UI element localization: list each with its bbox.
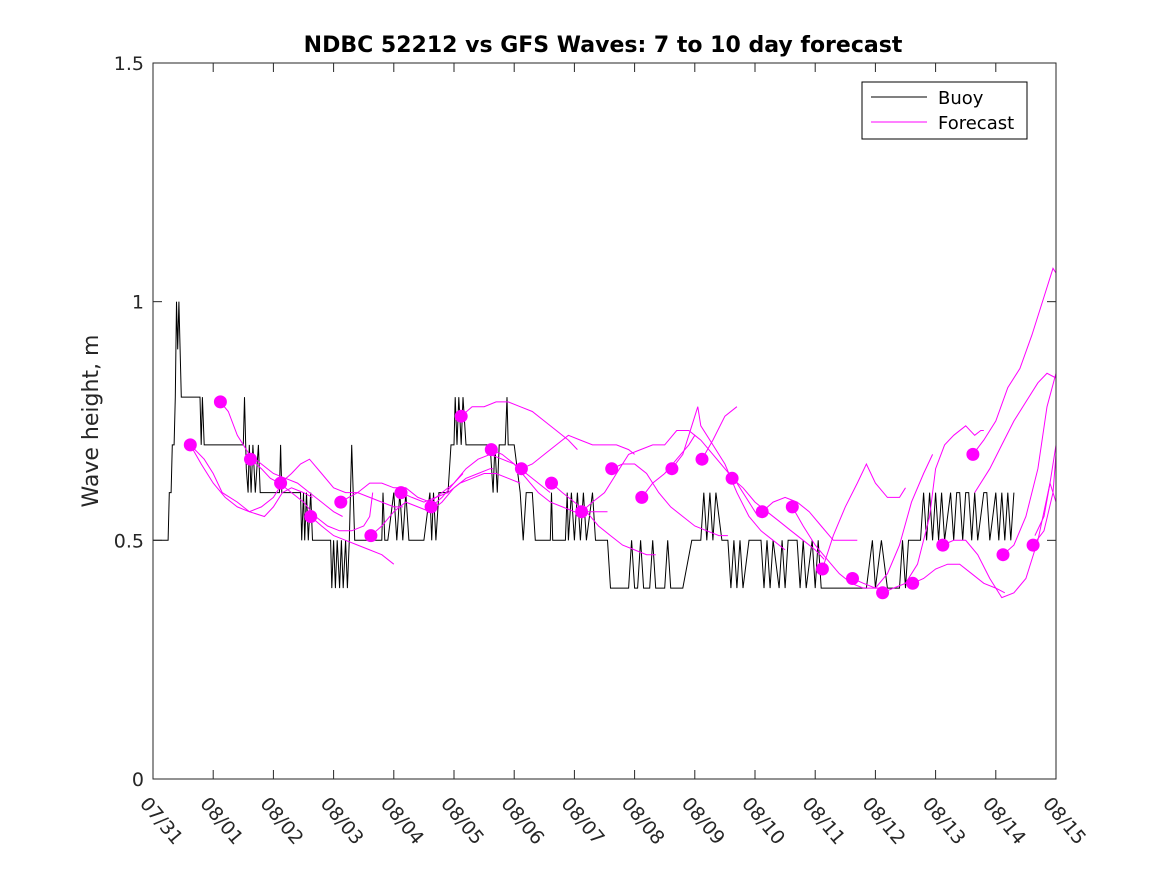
- forecast-marker-19: [725, 471, 739, 485]
- forecast-marker-21: [785, 500, 799, 514]
- forecast-marker-18: [695, 452, 709, 466]
- plot-area: [153, 63, 1056, 779]
- forecast-marker-2: [213, 395, 227, 409]
- y-axis-label: Wave height, m: [79, 335, 104, 508]
- y-tick-label: 1.5: [114, 53, 144, 75]
- forecast-marker-28: [996, 548, 1010, 562]
- forecast-marker-27: [966, 447, 980, 461]
- forecast-line-9: [400, 473, 521, 503]
- chart-legend: Buoy Forecast: [861, 81, 1028, 140]
- forecast-line-3: [220, 401, 343, 517]
- forecast-line-18: [671, 406, 786, 551]
- forecast-line-2: [189, 444, 280, 513]
- forecast-line-15: [581, 430, 696, 513]
- forecast-line-28: [972, 267, 1057, 455]
- forecast-line-24: [852, 454, 934, 589]
- forecast-line-32: [1034, 482, 1057, 536]
- forecast-marker-14: [575, 505, 589, 519]
- forecast-line-31: [974, 372, 1057, 493]
- forecast-marker-20: [755, 505, 769, 519]
- forecast-marker-11: [484, 443, 498, 457]
- forecast-marker-22: [815, 562, 829, 576]
- forecast-marker-13: [545, 476, 558, 490]
- forecast-line-26: [912, 563, 1006, 594]
- forecast-line-19: [701, 406, 738, 460]
- chart-title: NDBC 52212 vs GFS Waves: 7 to 10 day for…: [304, 33, 903, 58]
- forecast-line-13: [521, 434, 635, 470]
- forecast-marker-5: [304, 510, 318, 523]
- forecast-marker-29: [1026, 538, 1040, 552]
- forecast-marker-26: [936, 538, 950, 552]
- forecast-marker-9: [424, 500, 438, 514]
- forecast-marker-1: [183, 438, 197, 452]
- forecast-marker-24: [876, 586, 890, 600]
- y-tick-label: 1: [132, 292, 144, 314]
- forecast-line-16: [611, 463, 728, 537]
- forecast-line-20: [731, 477, 825, 560]
- forecast-marker-6: [334, 495, 348, 509]
- chart-marks: [153, 267, 1057, 600]
- forecast-marker-25: [906, 576, 920, 590]
- forecast-line-25: [882, 425, 984, 594]
- forecast-marker-4: [274, 476, 288, 490]
- forecast-marker-3: [244, 452, 257, 466]
- forecast-line-17: [641, 434, 759, 517]
- y-tick-label: 0.5: [114, 530, 144, 552]
- forecast-marker-10: [454, 409, 468, 423]
- forecast-marker-7: [364, 529, 378, 543]
- legend-forecast-label: Forecast: [938, 113, 1014, 134]
- plot-frame: [152, 62, 1057, 780]
- forecast-marker-16: [635, 490, 649, 504]
- forecast-line-12: [491, 449, 608, 513]
- forecast-marker-8: [394, 486, 408, 500]
- forecast-line-22: [791, 506, 888, 589]
- forecast-marker-23: [846, 572, 859, 585]
- forecast-line-6: [310, 516, 395, 565]
- forecast-line-11: [460, 401, 578, 450]
- forecast-marker-12: [514, 462, 528, 476]
- legend-buoy-label: Buoy: [938, 88, 984, 109]
- y-tick-label: 0: [132, 769, 144, 791]
- forecast-line-21: [761, 496, 858, 541]
- forecast-line-14: [551, 482, 656, 556]
- forecast-line-1: [189, 444, 313, 518]
- forecast-marker-15: [605, 462, 619, 476]
- forecast-line-30: [1032, 454, 1057, 546]
- legend-box: [861, 81, 1028, 140]
- forecast-marker-17: [665, 462, 679, 476]
- forecast-line-5: [280, 458, 403, 508]
- forecast-line-23: [821, 462, 906, 570]
- forecast-line-29: [1002, 373, 1057, 556]
